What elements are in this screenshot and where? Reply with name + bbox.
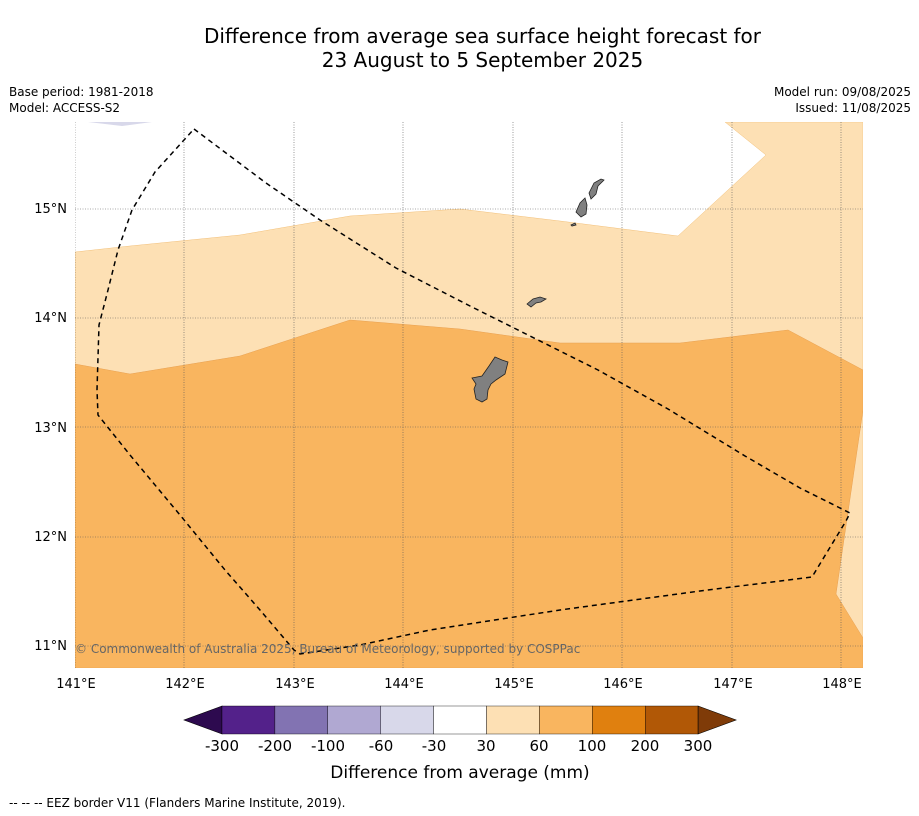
title-line-1: Difference from average sea surface heig… [203, 24, 762, 48]
saipan-island [588, 178, 605, 200]
lon-tick: 142°E [165, 677, 205, 692]
graticule [75, 122, 863, 668]
colorbar-segment [274, 705, 328, 735]
colorbar-labels: -300 -200 -100 -60 -30 30 60 100 200 300 [205, 737, 712, 755]
colorbar-over-arrow [697, 705, 737, 735]
colorbar-segment [645, 705, 699, 735]
colorbar-segment [592, 705, 646, 735]
colorbar-under-arrow [183, 705, 223, 735]
latitude-ticks: 15°N 14°N 13°N 12°N 11°N [34, 202, 67, 654]
lon-tick: 147°E [713, 677, 753, 692]
colorbar-label: 30 [476, 737, 495, 755]
band-minus30-minus60 [88, 122, 152, 126]
colorbar-segment [433, 705, 487, 735]
map-area: © Commonwealth of Australia 2025, Bureau… [75, 122, 863, 668]
islands [471, 178, 605, 403]
colorbar-title: Difference from average (mm) [330, 763, 589, 783]
colorbar-label: -30 [422, 737, 447, 755]
lat-tick: 13°N [34, 421, 67, 436]
longitude-ticks: 141°E 142°E 143°E 144°E 145°E 146°E 147°… [56, 677, 862, 692]
lon-tick: 148°E [822, 677, 862, 692]
colorbar-segment [539, 705, 593, 735]
eez-border [96, 128, 852, 655]
colorbar-segment [221, 705, 276, 735]
left-metadata: Base period: 1981-2018 Model: ACCESS-S2 [9, 84, 154, 116]
rota-island [526, 296, 547, 308]
lon-tick: 144°E [384, 677, 424, 692]
colorbar-label: -200 [258, 737, 292, 755]
colorbar-segment [380, 705, 434, 735]
base-period: Base period: 1981-2018 [9, 85, 154, 99]
lat-tick: 11°N [34, 639, 67, 654]
colorbar [183, 705, 737, 735]
title-line-2: 23 August to 5 September 2025 [321, 48, 644, 72]
lon-tick: 145°E [494, 677, 534, 692]
right-metadata: Model run: 09/08/2025 Issued: 11/08/2025 [774, 84, 911, 116]
colorbar-label: 200 [631, 737, 660, 755]
lon-tick: 143°E [275, 677, 315, 692]
eez-legend-note: -- -- -- EEZ border V11 (Flanders Marine… [9, 796, 346, 810]
colorbar-segment [486, 705, 540, 735]
lon-tick: 146°E [603, 677, 643, 692]
tinian-island [575, 197, 588, 218]
copyright-text: © Commonwealth of Australia 2025, Bureau… [75, 642, 580, 656]
map-title: Difference from average sea surface heig… [0, 24, 919, 72]
aguijan-island [570, 222, 577, 227]
colorbar-label: 300 [684, 737, 713, 755]
colorbar-label: 60 [529, 737, 548, 755]
issued-date: Issued: 11/08/2025 [795, 101, 911, 115]
guam-island [471, 356, 509, 403]
lon-tick: 141°E [56, 677, 96, 692]
colorbar-segment [327, 705, 381, 735]
band-60-100 [75, 319, 863, 668]
model-name: Model: ACCESS-S2 [9, 101, 121, 115]
colorbar-label: -100 [311, 737, 345, 755]
colorbar-label: -300 [205, 737, 239, 755]
lat-tick: 12°N [34, 530, 67, 545]
lat-tick: 14°N [34, 311, 67, 326]
model-run: Model run: 09/08/2025 [773, 85, 911, 99]
lat-tick: 15°N [34, 202, 67, 217]
colorbar-label: -60 [369, 737, 394, 755]
colorbar-label: 100 [578, 737, 607, 755]
